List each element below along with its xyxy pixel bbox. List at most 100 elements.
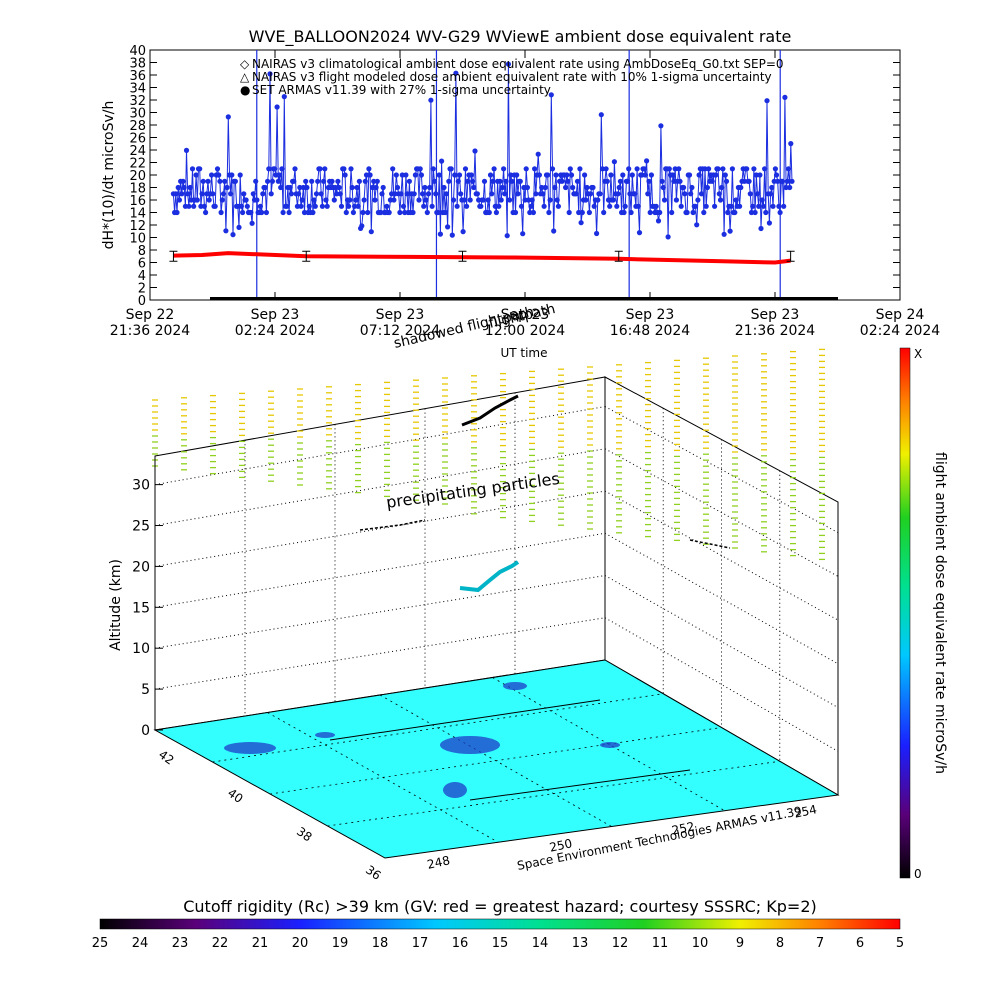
armas-point <box>622 203 628 209</box>
armas-point <box>439 158 445 164</box>
y-tick-label: 18 <box>129 182 146 197</box>
armas-point <box>760 203 767 209</box>
y-tick-label: 16 <box>129 194 146 209</box>
armas-point <box>273 172 279 178</box>
armas-point <box>497 178 503 184</box>
armas-point <box>265 178 271 184</box>
armas-point <box>241 191 247 197</box>
armas-point <box>626 166 632 172</box>
armas-point <box>566 209 572 216</box>
flight-track-trail <box>359 519 426 531</box>
armas-point <box>658 123 664 129</box>
armas-point <box>555 203 562 209</box>
z-axis-ticks: 0 5 10 15 20 25 30 <box>132 478 163 739</box>
flight-track <box>359 394 731 593</box>
y-tick-label: 8 <box>138 244 146 259</box>
armas-point <box>474 191 480 197</box>
armas-point <box>542 184 548 191</box>
armas-point <box>266 166 272 172</box>
armas-point <box>187 184 193 191</box>
armas-point <box>225 114 231 120</box>
armas-point <box>789 178 795 184</box>
armas-point <box>478 203 484 209</box>
armas-point <box>212 203 218 209</box>
armas-point <box>603 166 609 172</box>
armas-point <box>253 178 259 184</box>
armas-point <box>764 98 770 104</box>
armas-point <box>757 172 763 178</box>
armas-point <box>343 209 349 216</box>
longitude-tick-label: 254 <box>793 802 818 820</box>
armas-point <box>392 191 398 197</box>
bottom-colorbar-tick-label: 18 <box>372 936 389 951</box>
armas-point <box>406 178 412 184</box>
chart-title: WVE_BALLOON2024 WV-G29 WViewE ambient do… <box>249 27 792 47</box>
armas-point <box>268 191 274 197</box>
armas-point <box>498 197 504 203</box>
nairas-series <box>173 251 791 265</box>
x-tick-label-time: 02:24 2024 <box>860 323 941 339</box>
armas-point <box>595 197 601 203</box>
floor-gridline <box>327 760 780 827</box>
x-tick-label-date: Sep 23 <box>251 307 300 323</box>
armas-point <box>499 184 505 191</box>
z-tick-label: 15 <box>132 600 150 616</box>
armas-point <box>709 178 715 184</box>
armas-point <box>210 191 216 197</box>
armas-point <box>770 203 776 209</box>
armas-point <box>611 159 618 165</box>
armas-point <box>508 172 514 178</box>
armas-point <box>684 209 690 216</box>
armas-point <box>368 229 374 235</box>
armas-point <box>449 232 455 238</box>
armas-point <box>284 203 290 209</box>
armas-point <box>703 203 709 209</box>
armas-point <box>692 203 699 209</box>
armas-point <box>776 203 782 209</box>
armas-point <box>733 197 739 203</box>
armas-point <box>456 172 463 178</box>
floor-gridline <box>269 727 722 795</box>
armas-point <box>404 191 410 197</box>
armas-point <box>549 166 556 172</box>
armas-point <box>496 203 502 209</box>
bottom-colorbar-tick-label: 8 <box>776 936 784 951</box>
armas-point <box>453 70 459 76</box>
armas-point <box>514 172 520 178</box>
bottom-colorbar-tick-label: 15 <box>492 936 509 951</box>
armas-point <box>782 94 788 100</box>
armas-point <box>723 178 730 184</box>
plot-area <box>169 50 838 300</box>
wall-gridline <box>604 406 839 534</box>
armas-point <box>243 197 249 203</box>
armas-point <box>713 172 719 178</box>
armas-point <box>435 209 441 216</box>
armas-point <box>179 191 185 197</box>
armas-point <box>309 178 315 184</box>
armas-point <box>222 178 228 184</box>
ground-feature <box>503 682 527 690</box>
armas-point <box>400 203 407 209</box>
armas-point <box>605 197 612 203</box>
y-tick-label: 6 <box>138 257 146 272</box>
right-colorbar: X 0 flight ambient dose equivalent rate … <box>899 347 948 881</box>
armas-point <box>429 203 435 209</box>
armas-point <box>597 191 603 197</box>
armas-point <box>346 203 352 209</box>
legend-entry: NAIRAS v3 flight modeled dose ambient eq… <box>252 70 772 84</box>
armas-point <box>758 225 764 232</box>
armas-point <box>702 166 708 172</box>
armas-point <box>416 197 422 203</box>
y-tick-label: 0 <box>138 294 146 309</box>
y-tick-label: 34 <box>129 82 146 97</box>
armas-point <box>263 209 269 216</box>
y-tick-label: 4 <box>138 269 146 284</box>
armas-point <box>694 222 700 228</box>
armas-point <box>586 209 593 216</box>
armas-point <box>244 203 250 209</box>
armas-point <box>363 172 370 178</box>
armas-point <box>682 191 688 197</box>
armas-point <box>272 166 278 172</box>
armas-point <box>248 209 254 216</box>
armas-point <box>372 197 378 203</box>
